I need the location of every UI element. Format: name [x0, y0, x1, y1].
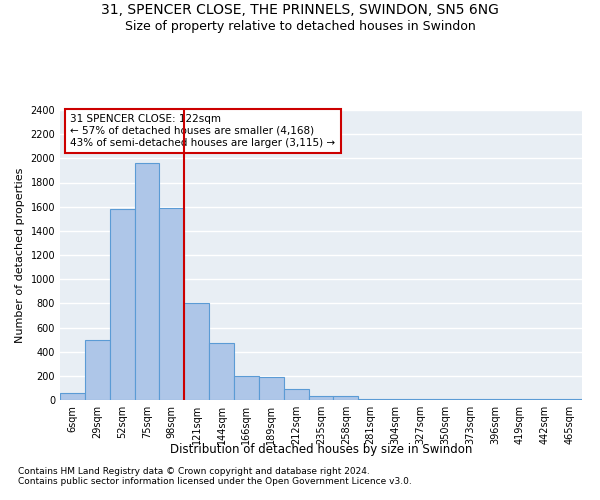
Text: Contains HM Land Registry data © Crown copyright and database right 2024.: Contains HM Land Registry data © Crown c…	[18, 467, 370, 476]
Bar	[334, 396, 358, 400]
Bar	[60, 394, 85, 400]
Bar	[209, 342, 234, 400]
Text: Size of property relative to detached houses in Swindon: Size of property relative to detached ho…	[125, 20, 475, 33]
Text: Contains public sector information licensed under the Open Government Licence v3: Contains public sector information licen…	[18, 477, 412, 486]
Bar	[160, 208, 184, 400]
Bar	[259, 377, 284, 400]
Bar	[284, 389, 308, 400]
Bar	[358, 399, 383, 400]
Text: 31, SPENCER CLOSE, THE PRINNELS, SWINDON, SN5 6NG: 31, SPENCER CLOSE, THE PRINNELS, SWINDON…	[101, 2, 499, 16]
Text: 31 SPENCER CLOSE: 122sqm
← 57% of detached houses are smaller (4,168)
43% of sem: 31 SPENCER CLOSE: 122sqm ← 57% of detach…	[70, 114, 335, 148]
Bar	[134, 163, 160, 400]
Text: Distribution of detached houses by size in Swindon: Distribution of detached houses by size …	[170, 442, 472, 456]
Bar	[85, 340, 110, 400]
Bar	[184, 304, 209, 400]
Bar	[110, 209, 134, 400]
Y-axis label: Number of detached properties: Number of detached properties	[15, 168, 25, 342]
Bar	[308, 396, 334, 400]
Bar	[234, 376, 259, 400]
